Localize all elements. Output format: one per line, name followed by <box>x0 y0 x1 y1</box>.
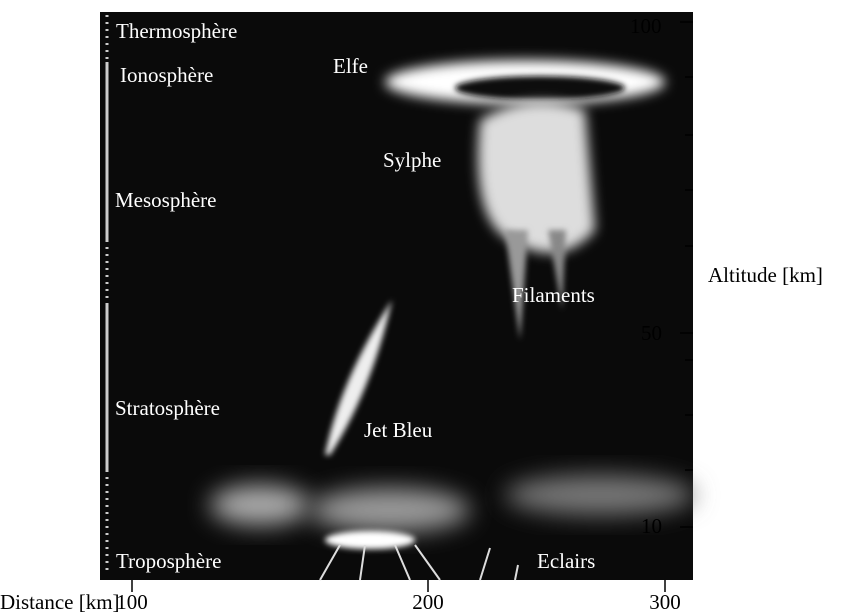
layer-label: Thermosphère <box>116 19 237 43</box>
y-axis-label: Altitude [km] <box>708 263 823 287</box>
layer-label: Mesosphère <box>115 188 216 212</box>
phenomenon-label: Filaments <box>512 283 595 307</box>
y-tick-label: 50 <box>641 321 662 345</box>
phenomenon-label: Sylphe <box>383 148 441 172</box>
glows <box>210 60 695 581</box>
x-tick-label: 200 <box>412 590 444 614</box>
phenomenon-label: Eclairs <box>537 549 595 573</box>
x-tick-label: 100 <box>116 590 148 614</box>
y-ticks <box>680 21 693 528</box>
layer-label: Stratosphère <box>115 396 220 420</box>
x-axis-label: Distance [km] <box>0 590 120 614</box>
y-tick-label: 100 <box>630 14 662 38</box>
x-ticks <box>131 580 666 592</box>
y-tick-label: 10 <box>641 514 662 538</box>
phenomenon-label: Jet Bleu <box>364 418 433 442</box>
x-tick-label: 300 <box>649 590 681 614</box>
phenomenon-label: Elfe <box>333 54 368 78</box>
layer-label: Ionosphère <box>120 63 213 87</box>
layer-label: Troposphère <box>116 549 221 573</box>
